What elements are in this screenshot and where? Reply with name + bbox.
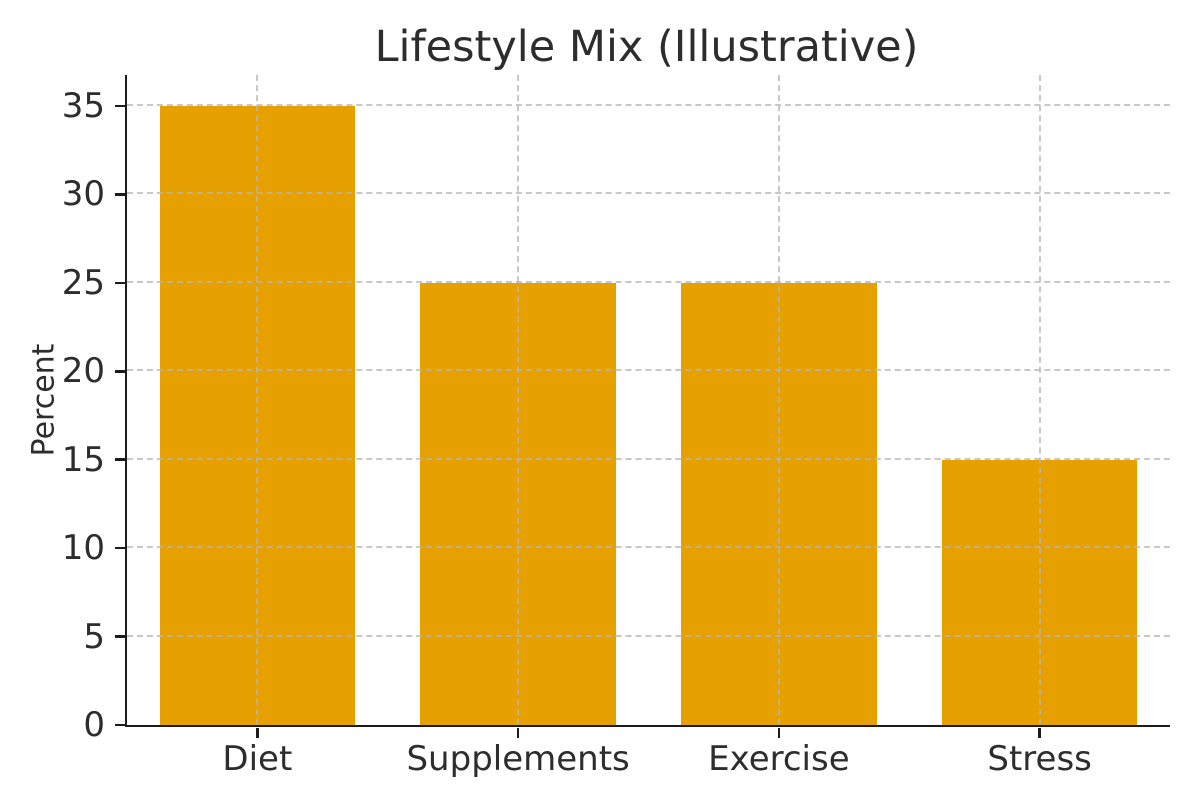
v-gridline — [777, 75, 780, 725]
h-gridline — [127, 457, 1170, 460]
x-tick-label: Exercise — [708, 739, 850, 779]
y-tick — [114, 193, 125, 196]
chart-title: Lifestyle Mix (Illustrative) — [374, 22, 919, 72]
h-gridline — [127, 103, 1170, 106]
h-gridline — [127, 192, 1170, 195]
x-tick-label: Stress — [987, 739, 1092, 779]
x-tick — [1038, 727, 1041, 738]
x-tick-label: Supplements — [406, 739, 630, 779]
y-tick-label: 35 — [61, 85, 105, 126]
y-axis-label: Percent — [26, 343, 62, 457]
y-tick — [114, 546, 125, 550]
h-gridline — [127, 546, 1170, 549]
y-tick-label: 20 — [61, 351, 105, 392]
y-tick — [114, 281, 125, 285]
v-gridline — [1038, 75, 1041, 725]
y-tick — [114, 370, 125, 373]
y-tick — [114, 458, 125, 461]
y-tick — [114, 723, 125, 727]
v-gridline — [256, 75, 259, 725]
y-tick-label: 25 — [61, 262, 105, 303]
plot-area: 0 5 10 15 20 25 30 35 Diet Supplements Exercise Str… — [62, 75, 1170, 776]
x-tick-label: Diet — [222, 739, 293, 779]
y-tick — [114, 635, 125, 638]
y-tick — [114, 104, 125, 108]
x-tick — [777, 727, 781, 738]
y-tick-label: 30 — [61, 174, 105, 215]
h-gridline — [127, 634, 1170, 637]
x-tick — [516, 727, 520, 738]
y-tick-label: 5 — [83, 616, 105, 657]
x-tick — [256, 727, 259, 738]
h-gridline — [127, 280, 1170, 283]
y-tick-label: 10 — [61, 528, 105, 569]
v-gridline — [517, 75, 520, 725]
y-tick-label: 15 — [61, 439, 105, 480]
h-gridline — [127, 369, 1170, 372]
y-tick-label: 0 — [83, 705, 105, 745]
